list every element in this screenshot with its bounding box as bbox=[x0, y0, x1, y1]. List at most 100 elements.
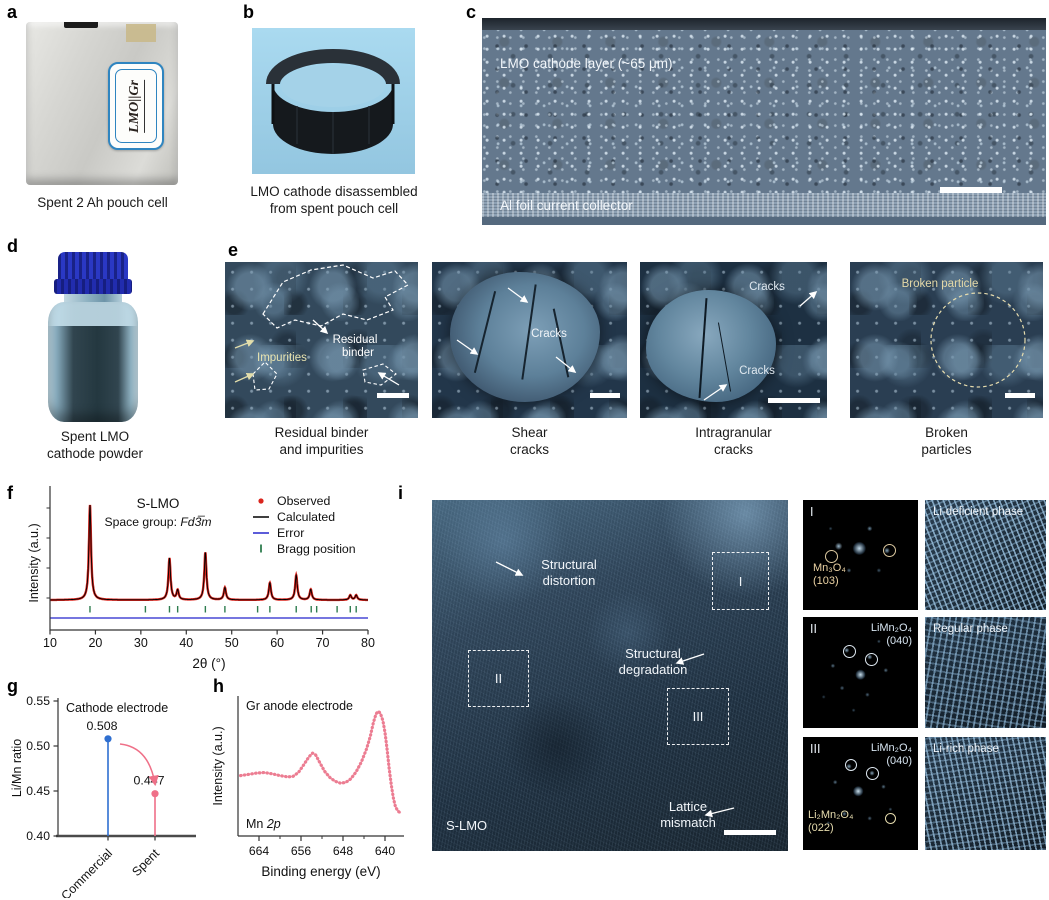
svg-text:640: 640 bbox=[375, 844, 396, 858]
xps-series-label: Mn 2p bbox=[246, 817, 281, 831]
cracks-label: Cracks bbox=[531, 328, 567, 340]
bottle-body bbox=[48, 302, 138, 422]
caption-d: Spent LMO cathode powder bbox=[0, 428, 190, 462]
cathode-ring-photo bbox=[252, 28, 415, 174]
svg-text:10: 10 bbox=[43, 636, 57, 650]
svg-text:80: 80 bbox=[361, 636, 375, 650]
svg-text:70: 70 bbox=[316, 636, 330, 650]
xps-annotation: Gr anode electrode bbox=[246, 699, 353, 713]
phase-formula: Li₂Mn₂O₄ bbox=[808, 809, 854, 821]
svg-text:0.45: 0.45 bbox=[26, 784, 50, 798]
current-collector-label: Al foil current collector bbox=[500, 198, 633, 213]
lattice-panel-regular: Regular phase bbox=[925, 617, 1046, 728]
svg-text:664: 664 bbox=[249, 844, 270, 858]
fft-numeral-III: III bbox=[810, 742, 821, 756]
lattice-mismatch-label: Lattice mismatch bbox=[660, 799, 716, 830]
fft-panel-I: I Mn₃O₄ (103) bbox=[803, 500, 918, 610]
cathode-ring-drawing bbox=[266, 49, 400, 154]
impurities-label: Impurities bbox=[257, 352, 307, 364]
caption-b-line1: LMO cathode disassembled bbox=[250, 184, 418, 199]
caption-e4-line2: particles bbox=[921, 442, 972, 457]
xrd-subtitle: Space group: Fd3̅m bbox=[104, 515, 211, 529]
lattice-label: Li-deficient phase bbox=[933, 506, 1024, 518]
svg-text:Spent: Spent bbox=[129, 846, 162, 879]
svg-text:Bragg position: Bragg position bbox=[277, 542, 356, 556]
xrd-ylabel: Intensity (a.u.) bbox=[28, 523, 41, 602]
pouch-tab bbox=[64, 22, 98, 28]
region-box-I: I bbox=[712, 552, 769, 610]
svg-text:Error: Error bbox=[277, 526, 304, 540]
xrd-chart: S-LMO Space group: Fd3̅m Intensity (a.u.… bbox=[28, 486, 375, 671]
al-foil-band bbox=[482, 193, 1046, 217]
panel-letter-f: f bbox=[7, 483, 13, 503]
hrtem-main-image: I II III Structural distortion Structura… bbox=[432, 500, 788, 851]
caption-e2-line2: cracks bbox=[509, 442, 549, 457]
fft-phase-label-III-bottom: Li₂Mn₂O₄ (022) bbox=[808, 809, 853, 835]
caption-e3-line2: cracks bbox=[713, 442, 753, 457]
svg-text:0.40: 0.40 bbox=[26, 829, 50, 843]
panel-letter-e: e bbox=[228, 240, 239, 260]
region-box-III: III bbox=[667, 688, 729, 745]
svg-text:0.55: 0.55 bbox=[26, 694, 50, 708]
panel-letter-c: c bbox=[466, 2, 477, 22]
particle-with-intragranular-cracks bbox=[646, 290, 776, 402]
pouch-tape bbox=[126, 24, 156, 42]
ratio-ylabel: Li/Mn ratio bbox=[10, 739, 24, 797]
fft-ring bbox=[883, 544, 896, 557]
tile2-annotations: Cracks bbox=[456, 287, 620, 398]
scale-bar bbox=[768, 398, 820, 403]
sem-tile-intragranular-cracks: Cracks Cracks bbox=[640, 262, 827, 418]
xrd-xlabel: 2θ (°) bbox=[192, 656, 225, 671]
phase-formula: LiMn₂O₄ bbox=[870, 622, 912, 634]
region-label-II: II bbox=[494, 671, 503, 686]
sem-tile-shear-cracks: Cracks bbox=[432, 262, 627, 418]
residual-binder-label-1: Residual bbox=[333, 334, 378, 346]
caption-e1: Residual binder and impurities bbox=[225, 424, 418, 458]
region-label-I: I bbox=[738, 573, 743, 589]
caption-b: LMO cathode disassembled from spent pouc… bbox=[218, 183, 450, 217]
caption-e2-line1: Shear bbox=[511, 425, 548, 440]
fft-numeral-I: I bbox=[810, 505, 814, 519]
caption-e3: Intragranular cracks bbox=[640, 424, 827, 458]
bottle-neck bbox=[64, 294, 122, 304]
caption-e4: Broken particles bbox=[850, 424, 1043, 458]
fft-ring bbox=[825, 550, 838, 563]
bottle-cap-skirt bbox=[54, 279, 132, 294]
xrd-plot-area: 10 20 30 40 50 60 70 80 Observed Calculated Error B… bbox=[43, 486, 375, 650]
residual-binder-label-2: binder bbox=[342, 347, 374, 359]
broken-particle-label: Broken particle bbox=[902, 278, 979, 290]
caption-d-line1: Spent LMO bbox=[60, 429, 130, 444]
svg-text:656: 656 bbox=[291, 844, 312, 858]
caption-e2: Shear cracks bbox=[432, 424, 627, 458]
sem-tile-binder-impurities: Impurities Residual binder bbox=[225, 262, 418, 418]
scale-bar bbox=[377, 393, 409, 398]
phase-formula: Mn₃O₄ bbox=[813, 562, 846, 574]
scale-bar bbox=[590, 393, 620, 398]
sem-tile-broken-particles: Broken particle bbox=[850, 262, 1043, 418]
panel-letter-a: a bbox=[7, 2, 18, 22]
ratio-chart: Cathode electrode Li/Mn ratio 0.550.500.… bbox=[10, 694, 196, 898]
caption-e3-line1: Intragranular bbox=[695, 425, 772, 440]
svg-text:Calculated: Calculated bbox=[277, 510, 335, 524]
bottom-strip bbox=[482, 217, 1046, 225]
fft-phase-label-I: Mn₃O₄ (103) bbox=[813, 562, 846, 588]
epoxy-top-strip bbox=[482, 18, 1046, 30]
lattice-label: Li-rich phase bbox=[933, 743, 999, 755]
cathode-layer-label: LMO cathode layer (~65 μm) bbox=[500, 56, 673, 71]
lattice-panel-li-deficient: Li-deficient phase bbox=[925, 500, 1046, 610]
svg-text:20: 20 bbox=[88, 636, 102, 650]
lattice-panel-li-rich: Li-rich phase bbox=[925, 737, 1046, 850]
svg-text:50: 50 bbox=[225, 636, 239, 650]
region-label-III: III bbox=[692, 709, 704, 724]
xps-ylabel: Intensity (a.u.) bbox=[211, 726, 225, 805]
ratio-plot-area: 0.55 0.50 0.45 0.40 0.508 Commercial 0.447 Spen… bbox=[26, 694, 196, 898]
cell-label-sticker: LMO||Gr bbox=[108, 62, 164, 150]
fft-ring bbox=[866, 767, 879, 780]
structural-degradation-label: Structural degradation bbox=[618, 646, 688, 677]
svg-text:Commercial: Commercial bbox=[58, 846, 115, 898]
cracks-label-mid: Cracks bbox=[739, 365, 775, 377]
fft-panel-II: II LiMn₂O₄ (040) bbox=[803, 617, 918, 728]
cell-label-text: LMO||Gr bbox=[127, 79, 145, 133]
tile4-annotations: Broken particle bbox=[902, 278, 1035, 398]
